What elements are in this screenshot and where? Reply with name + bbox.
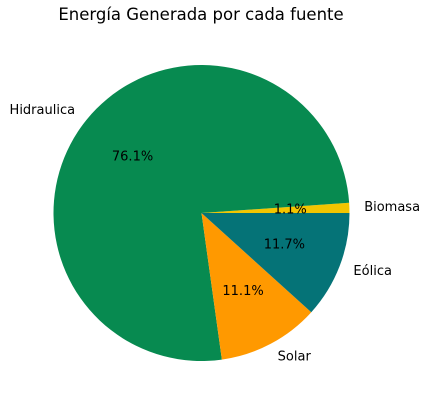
slice-label-biomasa: Biomasa <box>364 200 420 215</box>
slice-percent-solar: 11.1% <box>222 284 263 299</box>
pie-slice-biomasa <box>201 202 350 213</box>
pie-slice-eolica <box>201 213 350 313</box>
slice-percent-eolica: 11.7% <box>264 237 305 252</box>
pie-slice-solar <box>201 213 312 360</box>
slice-label-solar: Solar <box>278 349 312 364</box>
slice-percent-hidraulica: 76.1% <box>112 150 153 165</box>
chart-title: Energía Generada por cada fuente <box>58 5 343 24</box>
slice-label-eolica: Eólica <box>353 264 392 279</box>
pie-slice-hidraulica <box>53 65 350 362</box>
pie-labels: Biomasa 1.1% Hidraulica 76.1% Solar 11.1% Eóli… <box>10 103 421 364</box>
slice-label-hidraulica: Hidraulica <box>10 103 76 118</box>
slice-percent-biomasa: 1.1% <box>274 202 307 217</box>
pie-slices <box>53 65 350 362</box>
